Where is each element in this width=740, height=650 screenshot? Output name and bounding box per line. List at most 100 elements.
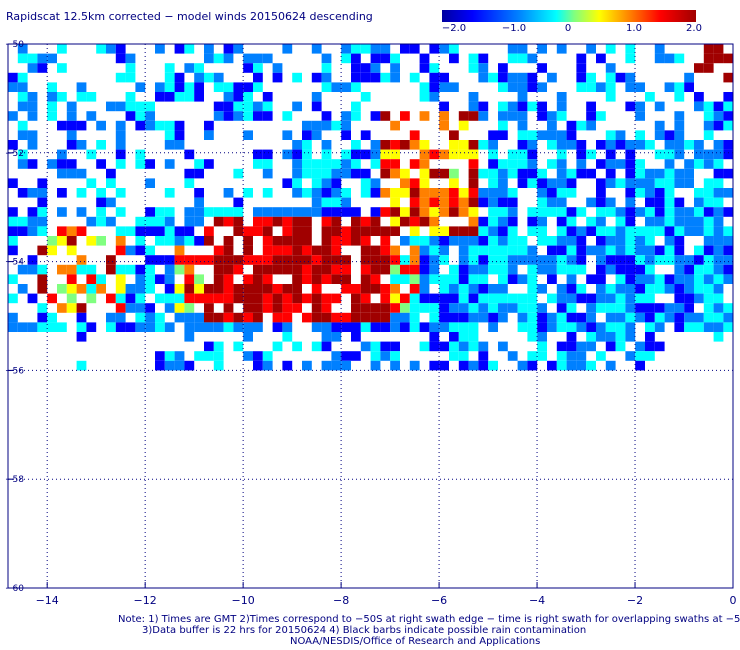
wind-cell	[351, 149, 361, 160]
wind-cell	[449, 322, 459, 332]
wind-cell	[262, 351, 273, 361]
wind-cell	[311, 101, 322, 112]
wind-cell	[115, 274, 126, 284]
wind-cell	[468, 92, 479, 102]
wind-cell	[694, 159, 704, 169]
wind-cell	[449, 226, 459, 236]
wind-cell	[145, 312, 155, 323]
wind-cell	[8, 82, 18, 92]
wind-cell	[360, 303, 371, 313]
wind-cell	[213, 245, 224, 256]
wind-cell	[596, 245, 606, 256]
wind-cell	[233, 226, 244, 236]
wind-cell	[194, 188, 204, 198]
wind-cell	[164, 140, 175, 150]
wind-cell	[184, 360, 195, 371]
wind-cell	[213, 284, 224, 294]
wind-cell	[586, 322, 596, 332]
wind-cell	[498, 82, 508, 92]
wind-cell	[164, 236, 175, 246]
wind-cell	[272, 264, 283, 275]
wind-cell	[184, 332, 195, 342]
wind-cell	[458, 197, 469, 208]
wind-cell	[674, 149, 685, 160]
wind-cell	[115, 149, 126, 160]
wind-cell	[106, 293, 116, 304]
wind-cell	[311, 130, 322, 140]
wind-cell	[654, 188, 665, 198]
wind-cell	[674, 82, 685, 92]
wind-cell	[625, 168, 636, 179]
wind-cell	[635, 303, 645, 313]
wind-cell	[27, 53, 38, 64]
wind-cell	[390, 274, 400, 284]
wind-cell	[703, 178, 714, 188]
wind-cell	[605, 341, 616, 352]
wind-cell	[596, 303, 606, 313]
wind-cell	[37, 216, 48, 227]
wind-cell	[233, 101, 244, 112]
wind-cell	[380, 351, 391, 361]
wind-cell	[253, 216, 263, 227]
wind-cell	[125, 111, 136, 121]
wind-cell	[135, 236, 146, 246]
wind-cell	[27, 216, 38, 227]
wind-cell	[370, 111, 381, 121]
wind-cell	[566, 226, 577, 236]
wind-cell	[233, 216, 244, 227]
wind-cell	[694, 284, 704, 294]
wind-cell	[615, 255, 626, 265]
wind-cell	[321, 226, 332, 236]
wind-cell	[419, 168, 430, 179]
wind-cell	[115, 226, 126, 236]
wind-cell	[498, 236, 508, 246]
wind-cell	[664, 207, 675, 217]
wind-cell	[645, 92, 655, 102]
wind-cell	[713, 284, 724, 294]
wind-cell	[429, 44, 440, 54]
wind-cell	[625, 236, 636, 246]
wind-cell	[517, 111, 528, 121]
wind-cell	[419, 178, 430, 188]
wind-cell	[703, 226, 714, 236]
wind-cell	[135, 245, 146, 256]
wind-cell	[174, 44, 185, 54]
wind-cell	[615, 322, 626, 332]
wind-cell	[311, 303, 322, 313]
wind-cell	[468, 226, 479, 236]
wind-cell	[360, 168, 371, 179]
x-tick-label: −14	[36, 594, 59, 607]
wind-cell	[713, 255, 724, 265]
wind-cell	[115, 101, 126, 112]
wind-cell	[429, 216, 440, 227]
wind-cell	[115, 236, 126, 246]
wind-cell	[341, 53, 351, 64]
wind-cell	[537, 207, 547, 217]
wind-cell	[596, 188, 606, 198]
wind-cell	[527, 274, 538, 284]
note-line-2: 3)Data buffer is 22 hrs for 20150624 4) …	[142, 625, 587, 636]
wind-cell	[351, 63, 361, 73]
wind-cell	[566, 293, 577, 304]
wind-cell	[684, 140, 694, 150]
wind-cell	[694, 63, 704, 73]
wind-cell	[370, 140, 381, 150]
wind-cell	[645, 178, 655, 188]
wind-cell	[262, 207, 273, 217]
wind-cell	[458, 236, 469, 246]
wind-cell	[664, 53, 675, 64]
wind-cell	[331, 264, 342, 275]
wind-cell	[341, 264, 351, 275]
wind-cell	[145, 274, 155, 284]
wind-cell	[517, 53, 528, 64]
wind-cell	[370, 303, 381, 313]
wind-cell	[527, 303, 538, 313]
wind-cell	[47, 245, 57, 256]
wind-cell	[106, 101, 116, 112]
wind-cell	[488, 236, 498, 246]
wind-cell	[262, 360, 273, 371]
wind-cell	[439, 72, 449, 83]
wind-cell	[713, 236, 724, 246]
wind-cell	[8, 322, 18, 332]
wind-cell	[390, 245, 400, 256]
